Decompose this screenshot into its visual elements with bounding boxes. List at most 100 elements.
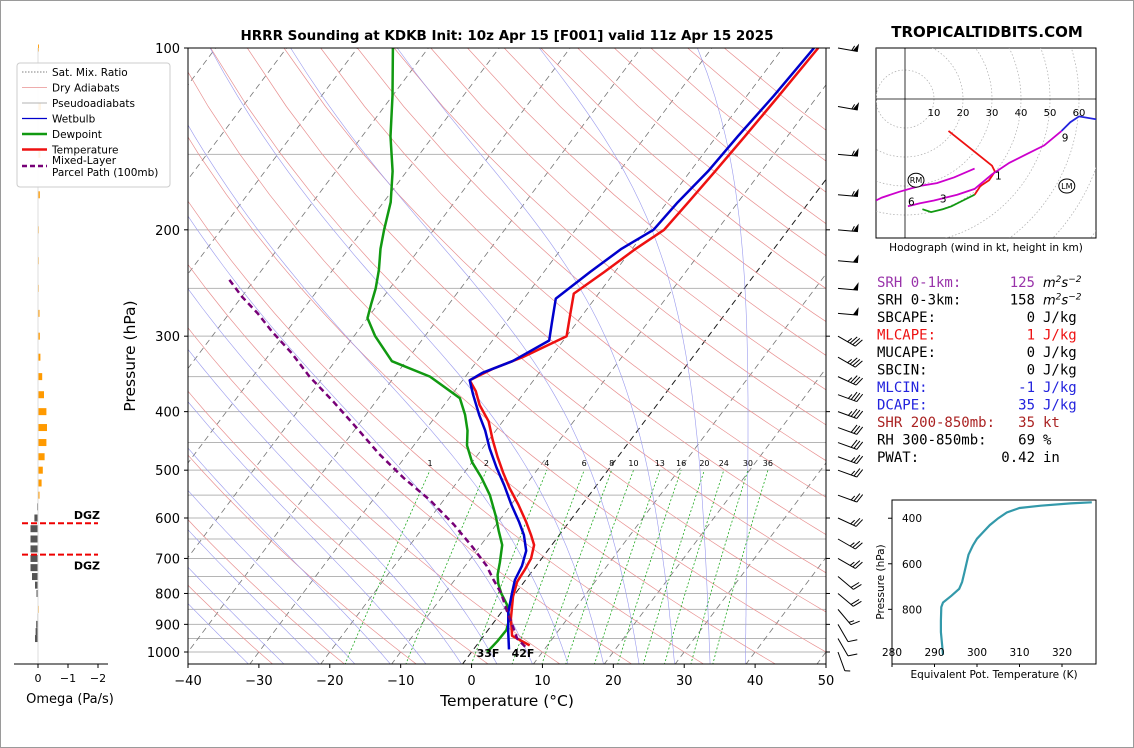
profile-dewpoint: [366, 48, 511, 653]
y-tick-label: 800: [155, 587, 180, 602]
hodograph-segment: [922, 193, 976, 214]
y-tick-label: 100: [155, 42, 180, 57]
dry-adiabat-line: [188, 71, 826, 653]
omega-bar: [30, 564, 38, 572]
wind-barb: [837, 651, 851, 672]
theta-e-x-label: Equivalent Pot. Temperature (K): [910, 669, 1077, 681]
y-tick-label: 200: [155, 224, 180, 239]
wind-barb: [837, 439, 864, 450]
omega-bar: [35, 581, 38, 589]
omega-bar: [36, 589, 38, 597]
y-tick-label: 900: [155, 618, 180, 633]
dry-adiabat-line: [393, 48, 826, 426]
wind-barb: [837, 375, 864, 386]
dry-adiabat-line: [188, 390, 489, 664]
wind-barb: [837, 307, 859, 316]
index-value: 0.42: [1001, 450, 1035, 466]
index-value: 0: [1027, 310, 1035, 326]
zero-isotherm-line: [461, 178, 826, 664]
theta-e-y-tick-label: 600: [902, 559, 922, 571]
omega-bar: [32, 573, 38, 581]
mixing-ratio-line: [712, 470, 769, 664]
isotherm-line: [320, 48, 784, 664]
index-unit: in: [1043, 450, 1060, 466]
pseudoadiabat-line: [188, 447, 391, 664]
dry-adiabat-line: [430, 48, 826, 391]
profile-temperature: [468, 48, 820, 647]
mixing-ratio-label: 24: [719, 459, 729, 468]
mixing-ratio-line: [565, 470, 634, 664]
omega-bar: [38, 408, 47, 416]
isotherm-line: [188, 48, 358, 275]
wind-barb: [837, 609, 860, 626]
mixing-ratio-label: 2: [484, 459, 489, 468]
wind-barb: [837, 282, 859, 291]
index-label: MLCAPE:: [877, 328, 936, 344]
theta-e-panel: 280 290 300 310 320 400 600 800 Equivalent Pot.…: [875, 499, 1097, 681]
x-tick-label: −30: [245, 674, 272, 689]
legend-label: Temperature: [51, 145, 119, 157]
index-value: -1: [1018, 380, 1035, 396]
pseudoadiabat-line: [188, 288, 498, 664]
y-tick-label: 500: [155, 464, 180, 479]
omega-bar: [38, 439, 47, 447]
pseudoadiabat-line: [209, 48, 604, 664]
pseudoadiabat-line: [290, 48, 640, 664]
profile-wetbulb: [468, 48, 815, 650]
hodograph-ring-label: 20: [957, 108, 970, 119]
index-label: PWAT:: [877, 450, 919, 466]
isotherm-line: [188, 48, 287, 181]
mixing-ratio-label: 10: [628, 459, 638, 468]
pseudoadiabat-line: [188, 124, 569, 664]
mixing-ratio-line: [642, 470, 705, 664]
hodograph-ring-label: 10: [928, 108, 941, 119]
hodograph-ring-label: 60: [1073, 108, 1086, 119]
index-value: 35: [1018, 398, 1035, 414]
omega-bar: [38, 466, 43, 474]
theta-e-frame: [891, 499, 1097, 665]
index-label: SRH 0-1km:: [877, 275, 961, 291]
index-label: SHR 200-850mb:: [877, 415, 995, 431]
mixing-ratio-label: 36: [763, 459, 773, 468]
storm-motion-label: LM: [1061, 182, 1072, 191]
omega-bar: [36, 620, 38, 628]
x-tick-label: −20: [316, 674, 343, 689]
dry-adiabat-line: [503, 48, 826, 323]
index-unit: J/kg: [1043, 398, 1077, 414]
theta-e-x-tick-label: 320: [1052, 647, 1072, 659]
isotherm-line: [188, 48, 500, 464]
mixing-ratio-line: [664, 470, 725, 664]
hodograph-frame: [875, 47, 1097, 239]
wind-barb: [837, 638, 858, 657]
legend-label: Dewpoint: [52, 129, 102, 141]
skewt-plot-frame: [187, 47, 827, 665]
wind-barb: [837, 43, 860, 52]
mixing-ratio-label: 13: [655, 459, 665, 468]
hodograph-height-label: 3: [940, 194, 947, 206]
x-tick-label: −10: [387, 674, 414, 689]
index-unit: J/kg: [1043, 345, 1077, 361]
skewt-x-label: Temperature (°C): [439, 692, 574, 710]
omega-bar: [38, 479, 42, 487]
theta-e-x-tick-label: 290: [924, 647, 944, 659]
site-branding: TROPICALTIDBITS.COM: [891, 23, 1083, 41]
dry-adiabat-line: [188, 200, 705, 664]
omega-bar: [30, 535, 38, 543]
index-unit: J/kg: [1043, 310, 1077, 326]
theta-e-x-tick-label: 300: [967, 647, 987, 659]
mixing-ratio-line: [511, 470, 585, 664]
wind-barb: [837, 223, 859, 233]
mixing-ratio-label: 6: [582, 459, 587, 468]
index-unit: J/kg: [1043, 363, 1077, 379]
index-value: 0: [1027, 345, 1035, 361]
storm-motion-marker: [907, 172, 925, 188]
wind-barb: [837, 493, 864, 503]
hodograph-ring-label: 30: [986, 108, 999, 119]
omega-tick-label: 0: [35, 672, 42, 685]
omega-panel: DGZ DGZ 0 −1 −2 Omega (Pa/s): [14, 44, 114, 707]
pseudoadiabat-line: [188, 603, 249, 664]
index-label: MUCAPE:: [877, 345, 936, 361]
y-tick-label: 1000: [147, 646, 180, 661]
legend-label: Wetbulb: [52, 114, 96, 126]
dry-adiabat-line: [357, 48, 826, 462]
